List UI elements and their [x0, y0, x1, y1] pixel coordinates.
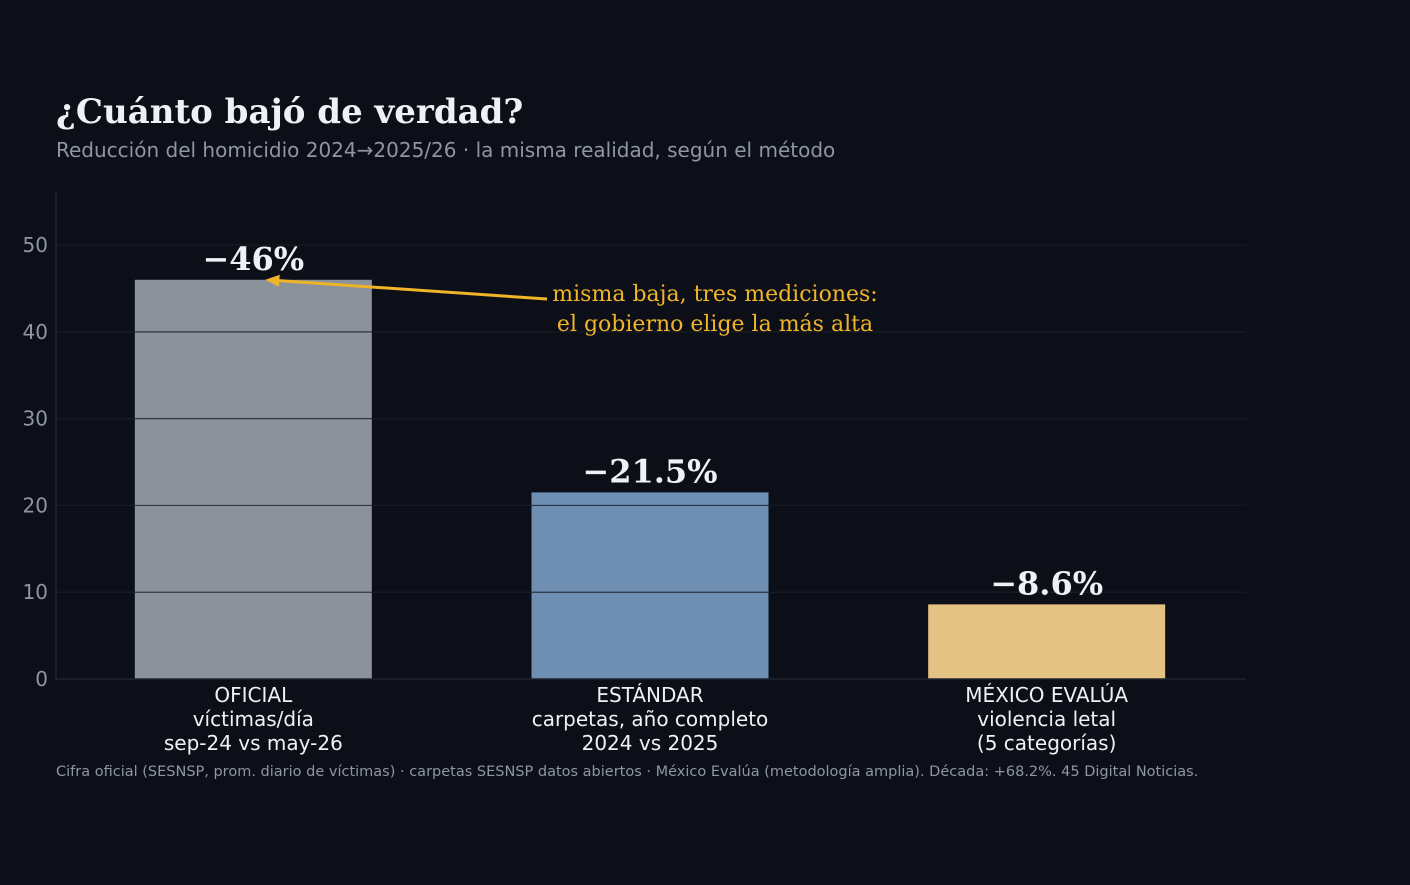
annotation-arrow-head [265, 274, 280, 287]
y-tick-label: 40 [23, 320, 48, 344]
bar [134, 279, 372, 679]
x-tick-label-line: víctimas/día [193, 707, 314, 731]
y-tick-label: 20 [23, 493, 48, 517]
bar [531, 492, 769, 679]
annotation: misma baja, tres mediciones: el gobierno … [265, 274, 878, 337]
annotation-arrow-line [275, 278, 548, 301]
x-tick-label-line: ESTÁNDAR [596, 683, 703, 707]
x-tick-label-line: carpetas, año completo [532, 707, 769, 731]
y-tick-label: 50 [23, 233, 48, 257]
y-tick-label: 30 [23, 407, 48, 431]
value-labels: −46% −21.5% −8.6% [202, 240, 1103, 603]
chart-subtitle: Reducción del homicidio 2024→2025/26 · l… [56, 138, 835, 162]
value-label: −21.5% [582, 452, 717, 490]
x-tick-label-line: (5 categorías) [977, 731, 1116, 755]
x-tick-label-line: sep-24 vs may-26 [164, 731, 343, 755]
x-tick-label: OFICIAL víctimas/día sep-24 vs may-26 [164, 683, 343, 755]
x-tick-label: MÉXICO EVALÚA violencia letal (5 categoría… [965, 683, 1128, 755]
annotation-text-line: el gobierno elige la más alta [557, 312, 873, 337]
annotation-text: misma baja, tres mediciones: el gobierno … [552, 282, 877, 337]
annotation-text-line: misma baja, tres mediciones: [552, 282, 877, 307]
x-tick-label-line: MÉXICO EVALÚA [965, 683, 1128, 707]
y-tick-label: 0 [35, 667, 48, 691]
value-label: −8.6% [990, 564, 1103, 602]
y-tick-label: 10 [23, 580, 48, 604]
bars [134, 279, 1166, 679]
value-label: −46% [202, 240, 304, 278]
x-tick-label: ESTÁNDAR carpetas, año completo 2024 vs 20… [532, 683, 769, 755]
grid-overlay [56, 244, 1246, 593]
chart-footer: Cifra oficial (SESNSP, prom. diario de v… [56, 764, 1198, 780]
x-tick-label-line: OFICIAL [214, 683, 293, 707]
bar [928, 604, 1166, 679]
chart-title: ¿Cuánto bajó de verdad? [56, 92, 523, 132]
x-tick-label-line: violencia letal [977, 707, 1116, 731]
x-tick-label-line: 2024 vs 2025 [582, 731, 719, 755]
axes: 0 10 20 30 40 50 OFICIAL víctimas/día sep-24 vs … [23, 193, 1246, 755]
